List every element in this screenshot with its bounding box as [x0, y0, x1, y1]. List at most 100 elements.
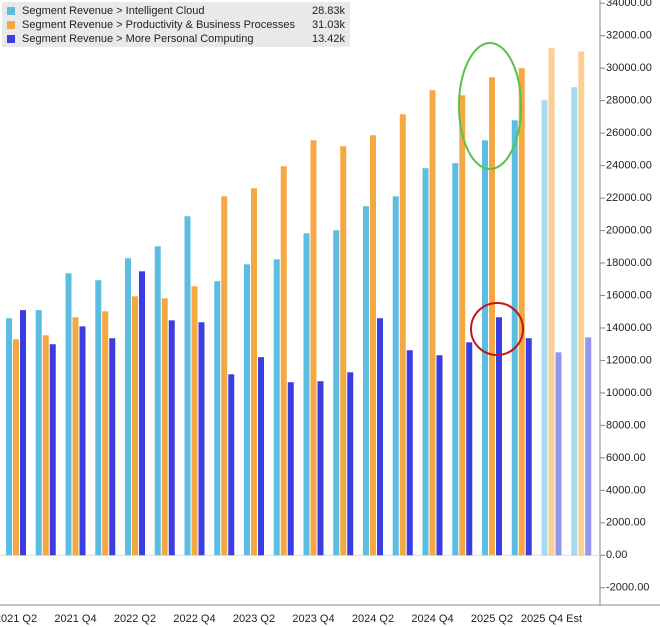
- bar: [555, 352, 562, 556]
- legend-swatch: [7, 35, 15, 43]
- bar: [317, 381, 324, 556]
- y-tick-label: 0.00: [606, 549, 627, 561]
- bar: [125, 258, 131, 556]
- bar: [273, 259, 280, 556]
- bar: [244, 264, 250, 556]
- x-tick-label: 2021 Q4: [54, 613, 96, 625]
- legend-label: Segment Revenue > More Personal Computin…: [22, 33, 253, 45]
- bar: [72, 317, 79, 556]
- bar: [392, 196, 399, 556]
- y-tick-label: 18000.00: [606, 257, 652, 269]
- y-tick-label: 12000.00: [606, 354, 652, 366]
- legend: [2, 2, 350, 47]
- bar: [370, 135, 376, 556]
- bar: [466, 342, 473, 556]
- bar: [303, 233, 310, 556]
- bar: [95, 280, 102, 556]
- x-tick-label: 2025 Q2: [471, 613, 513, 625]
- bar: [525, 338, 532, 556]
- bar: [109, 338, 116, 556]
- bar: [571, 87, 578, 556]
- bar: [168, 320, 175, 556]
- bar: [452, 163, 459, 556]
- bar: [482, 140, 488, 556]
- bar: [347, 372, 354, 556]
- x-tick-label: 2023 Q4: [292, 613, 334, 625]
- bar: [13, 339, 19, 556]
- x-tick-label: 2024 Q2: [352, 613, 394, 625]
- highlight-ellipse: [458, 42, 522, 170]
- legend-value: 13.42k: [312, 33, 346, 45]
- y-tick-label: 34000.00: [606, 0, 652, 9]
- bar: [214, 281, 221, 556]
- y-tick-label: 16000.00: [606, 289, 652, 301]
- legend-swatch: [7, 7, 15, 15]
- y-tick-label: 28000.00: [606, 95, 652, 107]
- bar: [65, 273, 72, 556]
- y-tick-label: 30000.00: [606, 62, 652, 74]
- bar: [20, 310, 26, 556]
- bar: [518, 68, 525, 556]
- bar: [541, 100, 548, 556]
- y-tick-label: 20000.00: [606, 224, 652, 236]
- legend-value: 31.03k: [312, 19, 346, 31]
- bar: [49, 344, 56, 556]
- y-tick-label: -2000.00: [606, 582, 649, 594]
- bar: [377, 318, 383, 556]
- bar: [35, 310, 42, 556]
- legend-swatch: [7, 21, 15, 29]
- legend-label: Segment Revenue > Intelligent Cloud: [22, 5, 205, 17]
- x-tick-label: 2024 Q4: [411, 613, 453, 625]
- y-tick-label: 32000.00: [606, 30, 652, 42]
- bar: [184, 216, 191, 556]
- y-tick-label: 26000.00: [606, 127, 652, 139]
- y-tick-label: 4000.00: [606, 484, 646, 496]
- y-tick-label: 22000.00: [606, 192, 652, 204]
- bar: [459, 95, 466, 556]
- bar: [6, 318, 12, 556]
- y-tick-label: 24000.00: [606, 160, 652, 172]
- bar: [436, 355, 443, 556]
- bar: [154, 246, 161, 556]
- y-tick-label: 14000.00: [606, 322, 652, 334]
- bar: [139, 271, 145, 556]
- bar: [585, 337, 592, 556]
- legend-label: Segment Revenue > Productivity & Busines…: [22, 19, 295, 31]
- x-tick-label: 2022 Q2: [114, 613, 156, 625]
- legend-value: 28.83k: [312, 5, 346, 17]
- bar: [333, 230, 340, 556]
- y-tick-label: 2000.00: [606, 517, 646, 529]
- bar: [363, 206, 369, 556]
- bar: [548, 48, 555, 556]
- x-tick-label: 2025 Q4 Est: [521, 613, 582, 625]
- bar: [406, 350, 413, 556]
- bar: [191, 286, 198, 556]
- bar: [132, 296, 138, 556]
- bar: [399, 114, 406, 556]
- bar: [422, 168, 429, 556]
- bar: [258, 357, 264, 556]
- bar: [310, 140, 317, 556]
- bar: [198, 322, 205, 556]
- bar: [429, 90, 436, 556]
- bar: [511, 120, 518, 556]
- y-tick-label: 10000.00: [606, 387, 652, 399]
- bar: [287, 382, 294, 556]
- x-tick-label: 2022 Q4: [173, 613, 215, 625]
- bar: [251, 188, 257, 556]
- x-tick-label: 2023 Q2: [233, 613, 275, 625]
- bar: [280, 166, 287, 556]
- bar: [489, 77, 495, 556]
- y-tick-label: 8000.00: [606, 419, 646, 431]
- bar: [496, 317, 502, 556]
- y-tick-label: 6000.00: [606, 452, 646, 464]
- highlight-circle: [470, 302, 524, 356]
- bar: [102, 311, 109, 556]
- bar: [161, 298, 168, 556]
- bar: [221, 196, 228, 556]
- bar: [228, 374, 235, 556]
- x-tick-label: 2021 Q2: [0, 613, 37, 625]
- bar: [79, 326, 86, 556]
- bar: [42, 335, 49, 556]
